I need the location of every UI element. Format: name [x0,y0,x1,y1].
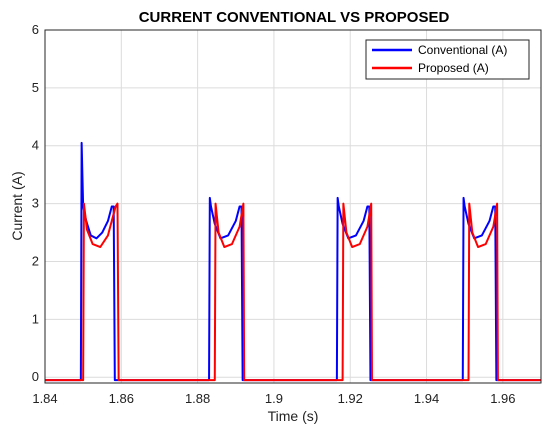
y-axis-label: Current (A) [9,171,25,240]
legend-label: Conventional (A) [418,43,507,57]
x-tick-label: 1.88 [185,391,210,406]
series-line-proposed-a [45,202,541,382]
y-tick-label: 6 [32,22,39,37]
x-axis-label: Time (s) [268,408,319,424]
legend: Conventional (A) Proposed (A) [365,39,530,80]
y-tick-label: 0 [32,369,39,384]
y-tick-label: 5 [32,80,39,95]
series-group [45,141,541,382]
legend-items: Conventional (A) Proposed (A) [372,43,507,75]
x-tick-label: 1.84 [32,391,57,406]
y-tick-label: 3 [32,196,39,211]
y-tick-label: 1 [32,311,39,326]
y-tick-label: 4 [32,138,39,153]
x-tick-label: 1.92 [338,391,363,406]
series-line-conventional-a [45,141,541,382]
plot-area [45,30,541,383]
y-tick-labels: 0 1 2 3 4 5 6 [32,22,39,384]
legend-label: Proposed (A) [418,61,489,75]
x-tick-label: 1.86 [109,391,134,406]
x-tick-label: 1.96 [490,391,515,406]
x-tick-label: 1.9 [265,391,283,406]
x-tick-labels: 1.84 1.86 1.88 1.9 1.92 1.94 1.96 [32,391,515,406]
x-tick-label: 1.94 [414,391,439,406]
y-tick-label: 2 [32,253,39,268]
legend-box [365,39,530,80]
plot-frame [44,29,542,384]
chart-title: CURRENT CONVENTIONAL VS PROPOSED [139,9,450,26]
